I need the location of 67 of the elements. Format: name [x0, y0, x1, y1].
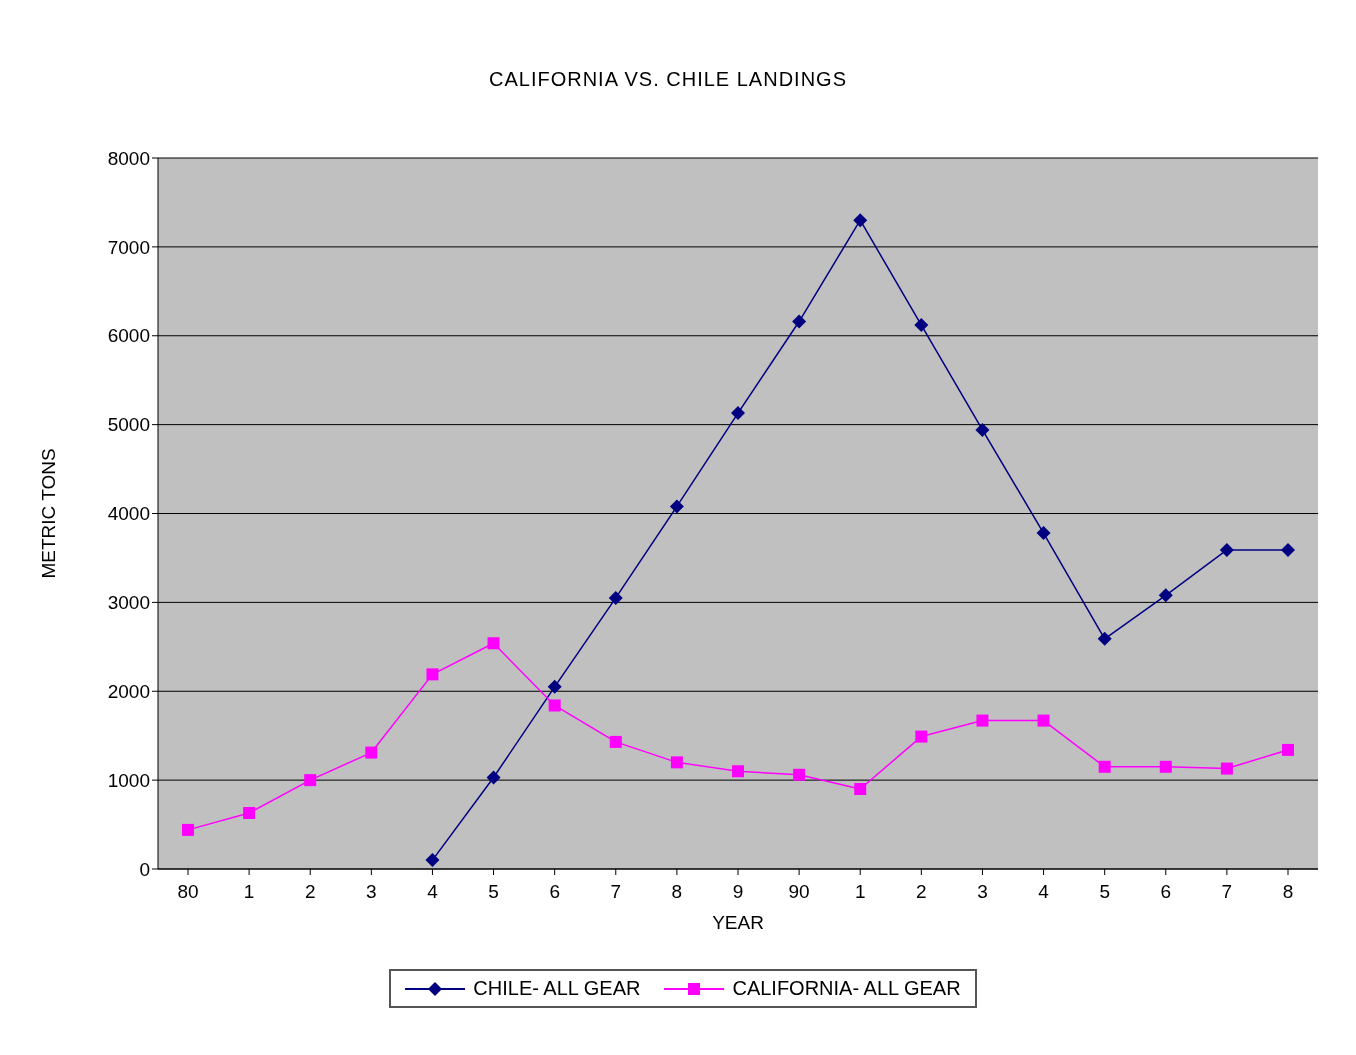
x-tick-label: 80 [177, 881, 199, 903]
y-tick-label: 4000 [107, 503, 150, 525]
y-tick-label: 7000 [107, 236, 150, 258]
point [669, 499, 684, 514]
x-tick-label: 8 [671, 881, 683, 903]
x-tick-label: 3 [366, 881, 377, 903]
point [1037, 714, 1050, 727]
point [365, 746, 378, 759]
point [547, 679, 562, 694]
point [915, 730, 928, 743]
point [548, 699, 561, 712]
y-tick-label: 8000 [107, 147, 150, 169]
legend-label: CALIFORNIA- ALL GEAR [732, 977, 961, 1000]
x-tick-label: 3 [977, 881, 988, 903]
point [182, 823, 194, 836]
point [243, 807, 256, 820]
point [426, 668, 439, 681]
x-tick-label: 7 [1221, 881, 1233, 903]
y-tick-label: 5000 [107, 414, 150, 436]
point [609, 735, 622, 748]
legend-label: CHILE- ALL GEAR [473, 977, 641, 1000]
point [1036, 526, 1051, 541]
x-tick-label: 6 [549, 881, 560, 903]
y-tick-label: 2000 [107, 680, 150, 702]
point [608, 590, 623, 605]
point [1219, 542, 1234, 557]
point [1159, 760, 1172, 773]
point [1158, 588, 1173, 603]
point [304, 774, 317, 787]
x-tick-label: 6 [1160, 881, 1172, 903]
chart-title: CALIFORNIA VS. CHILE LANDINGS [488, 67, 848, 92]
y-tick-label: 3000 [107, 592, 150, 614]
point [670, 756, 683, 769]
point [487, 637, 500, 650]
point [1098, 760, 1111, 773]
x-tick-label: 5 [1099, 881, 1110, 903]
point [486, 770, 501, 785]
x-tick-label: 1 [854, 881, 866, 903]
y-axis-title: METRIC TONS [37, 448, 59, 579]
x-tick-label: 2 [304, 881, 316, 903]
x-tick-label: 5 [488, 881, 499, 903]
point [1282, 743, 1294, 756]
x-tick-label: 1 [243, 881, 255, 903]
y-tick-label: 6000 [107, 325, 150, 347]
point [1281, 542, 1295, 557]
x-tick-label: 2 [916, 881, 927, 903]
x-tick-label: 9 [732, 881, 744, 903]
y-tick-label: 0 [139, 858, 150, 880]
x-tick-label: 8 [1282, 881, 1294, 903]
point [425, 853, 440, 868]
point [854, 783, 867, 796]
point [731, 406, 745, 421]
point [975, 422, 990, 437]
point [853, 213, 868, 228]
point [1097, 631, 1112, 646]
point [1220, 762, 1233, 775]
x-tick-label: 4 [427, 881, 439, 903]
x-axis-title: YEAR [712, 912, 764, 933]
point [793, 768, 806, 781]
point [976, 714, 989, 727]
point [792, 314, 807, 329]
y-tick-label: 1000 [107, 769, 150, 791]
x-tick-label: 7 [610, 881, 622, 903]
point [732, 765, 744, 778]
x-tick-label: 4 [1038, 881, 1050, 903]
point [914, 318, 929, 333]
x-tick-label: 90 [788, 881, 810, 903]
